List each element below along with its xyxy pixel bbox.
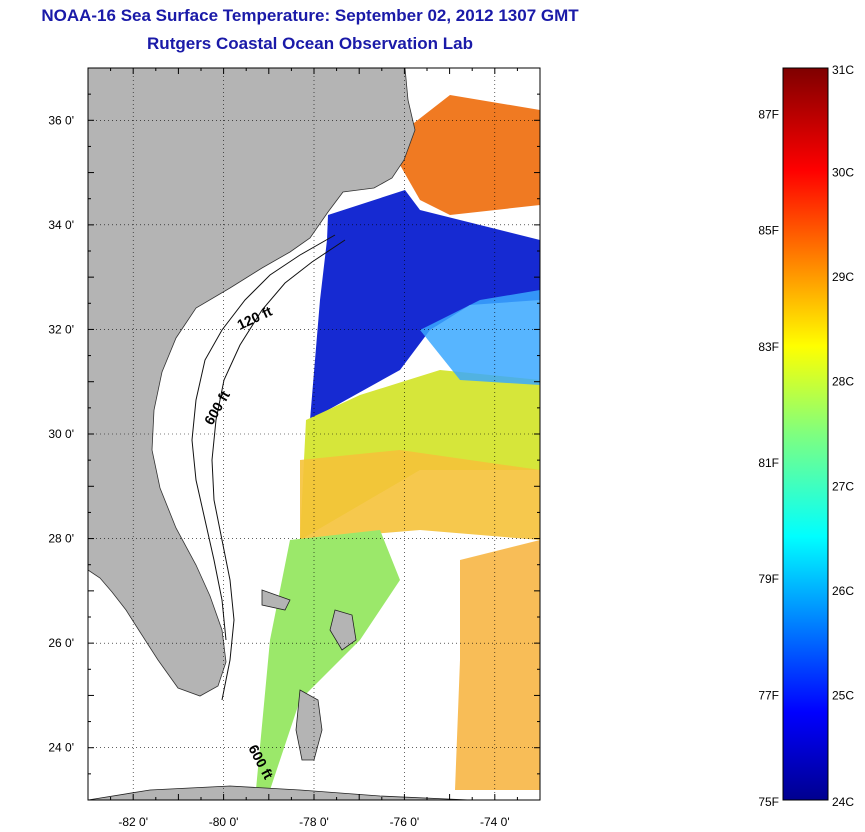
- colorbar-celsius-label: 31C: [832, 63, 854, 77]
- colorbar-celsius-label: 29C: [832, 270, 854, 284]
- lat-tick-label: 26 0': [48, 636, 74, 650]
- lon-tick-label: -76 0': [390, 815, 420, 829]
- sst-swath-cyan-mid: [420, 290, 540, 385]
- lon-tick-label: -78 0': [299, 815, 329, 829]
- land-cuba: [88, 785, 471, 800]
- sst-swath-east-orange: [455, 540, 540, 790]
- sst-swath-green-south: [255, 530, 400, 800]
- land-southeast-us: [88, 68, 416, 697]
- colorbar-fahrenheit-label: 85F: [758, 224, 779, 238]
- colorbar-fahrenheit-label: 79F: [758, 572, 779, 586]
- colorbar-celsius-label: 24C: [832, 795, 854, 809]
- colorbar-celsius-label: 27C: [832, 479, 854, 493]
- colorbar-fahrenheit-label: 75F: [758, 795, 779, 809]
- map-area: [88, 68, 540, 800]
- sst-swath-red-north: [400, 95, 540, 215]
- page-title: NOAA-16 Sea Surface Temperature: Septemb…: [41, 6, 579, 25]
- colorbar-fahrenheit-label: 83F: [758, 340, 779, 354]
- colorbar-labels: 31C 30C 29C 28C 27C 26C 25C 24C 87F 85F 83F 81F 79F 7…: [758, 63, 854, 809]
- colorbar-fahrenheit-label: 81F: [758, 456, 779, 470]
- lon-tick-label: -80 0': [209, 815, 239, 829]
- lat-tick-label: 36 0': [48, 113, 74, 127]
- contour-600ft: [211, 239, 346, 701]
- colorbar-fahrenheit-label: 87F: [758, 107, 779, 121]
- sst-swath-blue-north: [310, 190, 540, 420]
- lon-tick-label: -74 0': [480, 815, 510, 829]
- colorbar-fahrenheit-label: 77F: [758, 688, 779, 702]
- lat-tick-label: 32 0': [48, 322, 74, 336]
- colorbar: [782, 67, 829, 801]
- axis-ticks: -82 0' -80 0' -78 0' -76 0' -74 0' 36 0' 34 0'…: [48, 67, 541, 829]
- lat-tick-label: 34 0': [48, 218, 74, 232]
- sst-swath-orange-band: [300, 450, 540, 540]
- colorbar-celsius-label: 30C: [832, 166, 854, 180]
- depth-label-120ft: 120 ft: [235, 303, 275, 333]
- lon-tick-label: -82 0': [118, 815, 148, 829]
- lat-tick-label: 28 0': [48, 532, 74, 546]
- colorbar-celsius-label: 28C: [832, 375, 854, 389]
- graticule: [88, 68, 540, 800]
- lat-tick-label: 30 0': [48, 427, 74, 441]
- colorbar-celsius-label: 26C: [832, 584, 854, 598]
- lat-tick-label: 24 0': [48, 741, 74, 755]
- depth-label-600ft: 600 ft: [201, 388, 233, 428]
- page-subtitle: Rutgers Coastal Ocean Observation Lab: [147, 34, 473, 53]
- contour-120ft: [191, 234, 336, 641]
- colorbar-celsius-label: 25C: [832, 688, 854, 702]
